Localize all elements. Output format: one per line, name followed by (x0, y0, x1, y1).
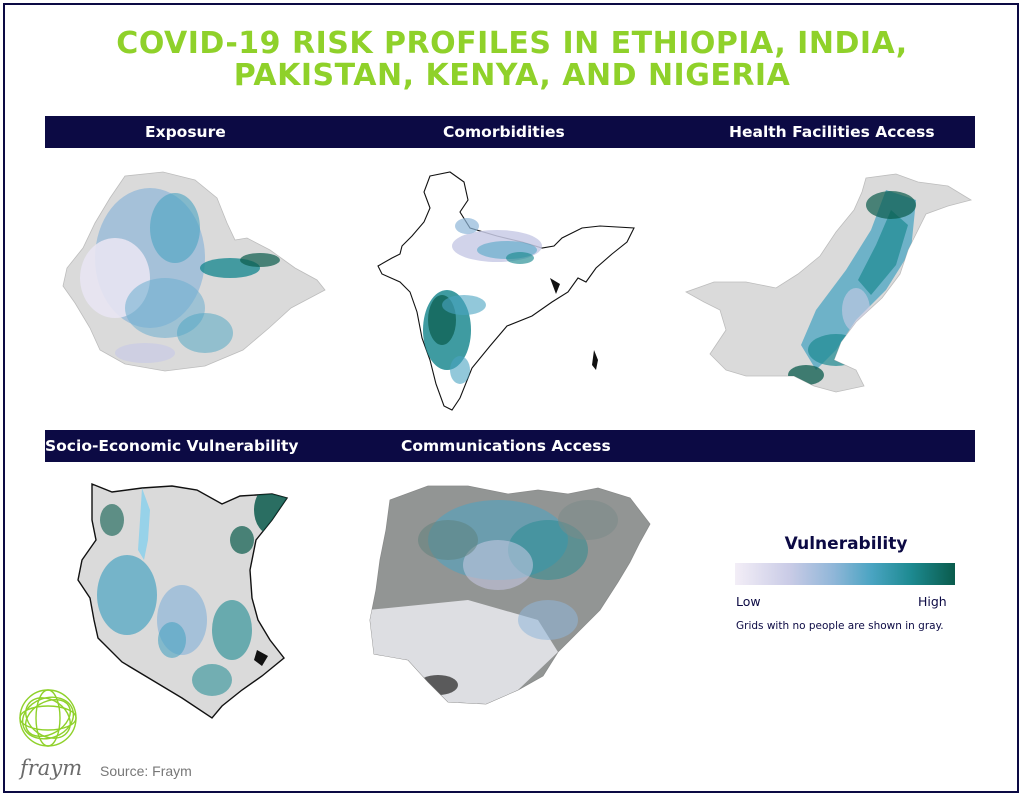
india-density (423, 218, 542, 384)
title-line-2: PAKISTAN, KENYA, AND NIGERIA (233, 58, 791, 93)
kenya-density (97, 485, 287, 696)
header-band-bottom: Socio-Economic Vulnerability Communicati… (45, 430, 975, 462)
kenya-mombasa (254, 650, 268, 666)
panel-label-communications: Communications Access (401, 437, 611, 455)
map-kenya (77, 482, 289, 719)
map-nigeria (369, 485, 651, 705)
ethiopia-density (80, 188, 280, 363)
india-island-east (550, 278, 560, 294)
map-pakistan (685, 173, 973, 393)
panel-label-exposure: Exposure (145, 123, 226, 141)
page-frame (3, 3, 1019, 793)
legend-note: Grids with no people are shown in gray. (736, 620, 944, 632)
header-band-top: Exposure Comorbidities Health Facilities… (45, 116, 975, 148)
source-note: Source: Fraym (100, 763, 192, 779)
legend-low-label: Low (736, 594, 761, 609)
map-india (377, 171, 635, 411)
panel-label-socio-economic: Socio-Economic Vulnerability (45, 437, 299, 455)
fraym-logo-icon (19, 689, 77, 747)
india-islands (592, 350, 598, 370)
map-ethiopia (62, 171, 326, 372)
legend-color-ramp (735, 563, 955, 585)
nigeria-density (370, 486, 650, 704)
india-outline (377, 171, 635, 411)
fraym-logo-text: fraym (20, 756, 83, 780)
page-title: COVID-19 RISK PROFILES IN ETHIOPIA, INDI… (0, 28, 1024, 92)
title-line-1: COVID-19 RISK PROFILES IN ETHIOPIA, INDI… (116, 26, 908, 61)
legend-title: Vulnerability (784, 534, 908, 554)
panel-label-comorbidities: Comorbidities (443, 123, 565, 141)
legend-high-label: High (918, 594, 947, 609)
panel-label-health-facilities: Health Facilities Access (729, 123, 935, 141)
